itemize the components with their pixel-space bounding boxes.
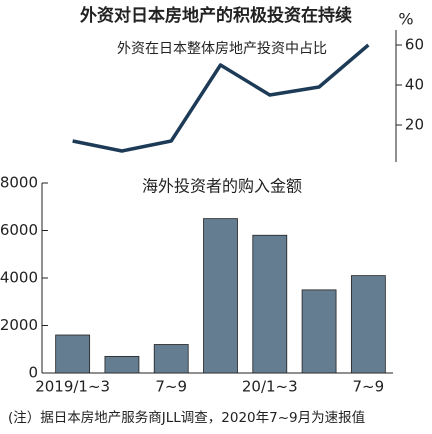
y-tick-label: 40 [405, 76, 424, 94]
y-tick-label: 0 [28, 364, 38, 382]
y-tick-label: 20 [405, 116, 424, 134]
bar [252, 234, 288, 374]
line-chart-title: 外资在日本整体房地产投资中占比 [117, 41, 327, 57]
x-tick-label: 2019/1~3 [35, 378, 110, 396]
bar [203, 218, 238, 374]
line [72, 43, 370, 153]
y-tick-label: 4000 [0, 269, 38, 287]
y-tick-label: 2000 [0, 316, 38, 334]
note: (注）据日本房地产服务商JLL调查，2020年7~9月为速报值 [8, 410, 365, 426]
bar-chart-title: 海外投资者的购入金额 [142, 177, 302, 196]
x-tick-label: 7~9 [155, 378, 187, 396]
x-tick-label: 20/1~3 [242, 378, 298, 396]
y-tick-label: 60 [405, 36, 424, 54]
bar [350, 275, 386, 374]
bar [104, 355, 140, 374]
x-tick-label: 7~9 [353, 378, 385, 396]
bar [153, 344, 189, 374]
bar [55, 334, 91, 374]
bar [301, 289, 337, 374]
y-unit: % [398, 10, 413, 29]
y-tick-label: 8000 [0, 174, 38, 192]
chart-title: 外资对日本房地产的积极投资在持续 [80, 5, 352, 26]
y-tick-label: 6000 [0, 221, 38, 239]
